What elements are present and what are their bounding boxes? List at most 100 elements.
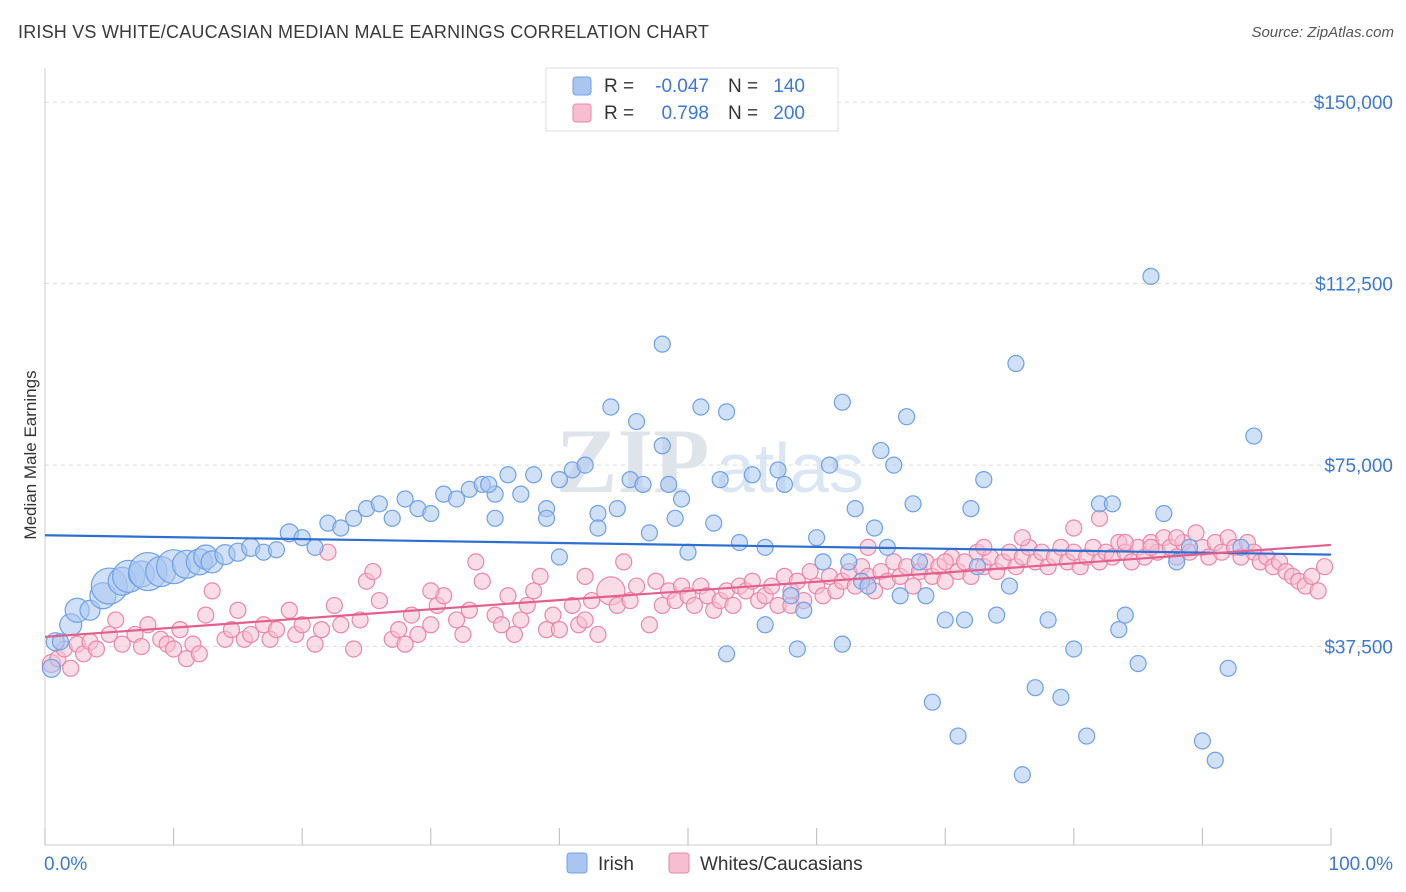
point-whites — [518, 596, 536, 615]
legend-r-label-irish: R = — [604, 76, 634, 97]
point-irish — [872, 441, 890, 460]
point-whites — [325, 596, 343, 615]
point-irish — [640, 524, 659, 542]
legend-n-value-whites: 200 — [773, 103, 805, 124]
legend-n-label-irish: N = — [728, 76, 758, 97]
point-irish — [608, 500, 626, 518]
point-whites — [87, 640, 106, 658]
point-irish — [1206, 751, 1224, 769]
point-irish — [660, 475, 678, 494]
point-irish — [936, 611, 954, 629]
legend-box — [545, 67, 839, 132]
point-whites — [801, 562, 819, 581]
point-irish — [962, 500, 980, 518]
legend: R = -0.047 N = 140 R = 0.798 N = 200 — [545, 67, 839, 132]
point-irish — [589, 519, 607, 537]
point-irish — [1007, 354, 1025, 373]
point-irish — [602, 398, 620, 416]
legend-swatch-irish — [572, 76, 592, 96]
point-irish — [782, 587, 800, 605]
x-tick-label: 0.0% — [44, 854, 87, 875]
trend-line-whites — [44, 543, 1332, 638]
legend-r-value-irish: -0.047 — [655, 76, 709, 97]
point-irish — [711, 471, 729, 489]
point-irish — [1000, 577, 1019, 595]
point-whites — [203, 582, 221, 600]
axes — [44, 68, 1332, 846]
legend-n-label-whites: N = — [728, 103, 758, 124]
legend-swatch-whites — [572, 103, 592, 123]
point-irish — [833, 635, 851, 653]
point-whites — [975, 538, 993, 556]
point-whites — [1013, 529, 1031, 547]
point-irish — [1168, 553, 1186, 571]
point-whites — [312, 621, 331, 639]
point-irish — [679, 543, 697, 561]
bottom-legend-irish: Irish — [598, 854, 634, 875]
point-irish — [717, 645, 736, 663]
point-irish — [705, 514, 723, 532]
point-whites — [1116, 533, 1134, 552]
point-whites — [1309, 582, 1327, 600]
point-whites — [647, 572, 665, 590]
watermark: ZIP atlas — [556, 410, 864, 512]
chart-title: IRISH VS WHITE/CAUCASIAN MEDIAN MALE EAR… — [18, 22, 710, 42]
point-irish — [1065, 640, 1083, 658]
grid-lines — [45, 101, 1392, 648]
point-whites — [364, 562, 382, 581]
point-whites — [1090, 509, 1109, 527]
point-whites — [197, 606, 215, 624]
point-irish — [306, 538, 324, 556]
point-irish — [634, 475, 652, 494]
point-whites — [132, 637, 151, 656]
point-irish — [1142, 267, 1160, 285]
point-irish — [923, 693, 941, 711]
point-whites — [1187, 524, 1205, 542]
point-irish — [1155, 504, 1173, 523]
point-irish — [525, 466, 543, 484]
point-irish — [267, 541, 286, 559]
point-irish — [345, 509, 363, 527]
y-tick-label: $112,500 — [1315, 275, 1393, 296]
point-whites — [454, 625, 472, 644]
point-irish — [910, 553, 929, 571]
point-whites — [492, 616, 511, 634]
point-whites — [409, 625, 427, 644]
bottom-legend: Irish Whites/Caucasians — [566, 852, 863, 875]
point-irish — [820, 456, 839, 474]
x-tick-labels: 0.0% 100.0% — [44, 854, 1393, 875]
point-whites — [396, 635, 414, 653]
point-irish — [988, 606, 1006, 624]
point-whites — [512, 611, 530, 629]
point-whites — [589, 625, 607, 644]
point-irish — [576, 456, 594, 474]
point-irish — [898, 408, 916, 426]
point-whites — [351, 611, 369, 629]
point-whites — [306, 635, 324, 653]
point-irish — [955, 611, 974, 629]
point-irish — [486, 509, 504, 527]
point-whites — [936, 553, 954, 571]
point-whites — [222, 621, 241, 639]
bottom-legend-whites: Whites/Caucasians — [700, 854, 863, 875]
point-whites — [1168, 529, 1186, 547]
y-tick-label: $150,000 — [1314, 93, 1393, 114]
point-irish — [1052, 688, 1070, 706]
point-irish — [589, 504, 607, 523]
point-irish — [41, 658, 62, 678]
point-irish — [447, 490, 466, 508]
series-whites-points — [41, 509, 1334, 677]
point-whites — [100, 625, 118, 644]
point-whites — [531, 567, 549, 585]
point-irish — [396, 490, 414, 508]
point-whites — [390, 621, 408, 639]
point-irish — [370, 495, 388, 513]
point-whites — [473, 572, 491, 590]
point-irish — [891, 587, 909, 605]
point-whites — [499, 587, 517, 605]
point-irish — [1245, 427, 1263, 445]
legend-n-value-irish: 140 — [773, 76, 805, 97]
point-irish — [1193, 732, 1212, 750]
point-irish — [968, 558, 986, 576]
